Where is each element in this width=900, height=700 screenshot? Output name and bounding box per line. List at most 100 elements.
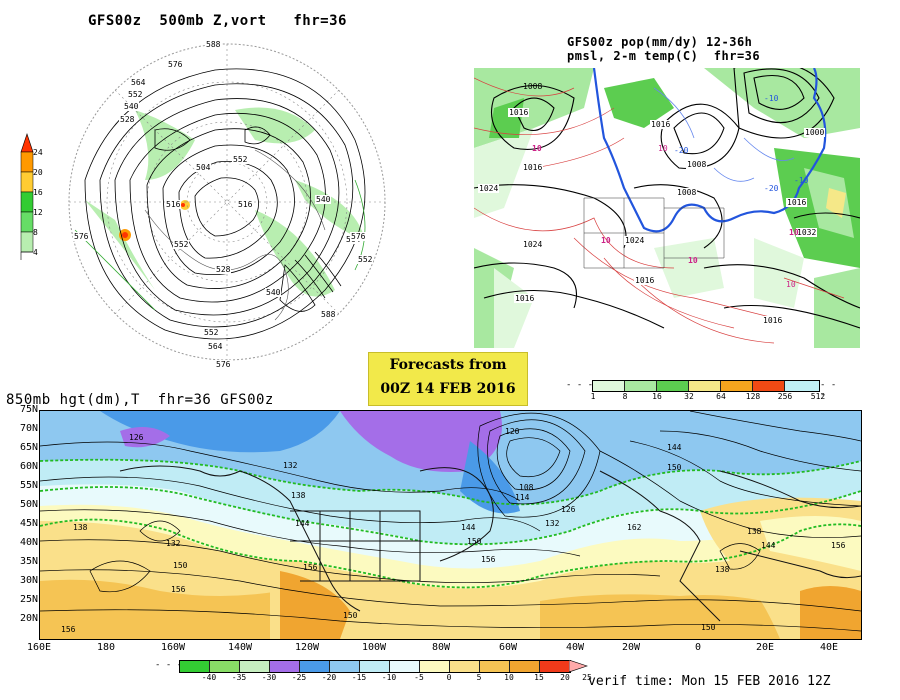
lat-label: 25N bbox=[19, 594, 38, 605]
pmsl-map-svg bbox=[474, 68, 860, 348]
h850-height-label: 120 bbox=[505, 427, 520, 436]
h850-height-label: 144 bbox=[761, 541, 776, 550]
z500-contour-label: 576 bbox=[73, 232, 90, 241]
pmsl-isobar-label: 1016 bbox=[762, 316, 784, 325]
pmsl-isobar-label: 1000 bbox=[804, 128, 826, 137]
h850-height-label: 138 bbox=[747, 527, 762, 536]
pmsl-temp-label: 10 bbox=[786, 280, 796, 289]
z500-contour-label: 552 bbox=[173, 240, 190, 249]
pmsl-colorbar-swatches bbox=[592, 380, 820, 392]
h850-height-label: 132 bbox=[166, 539, 181, 548]
swatch bbox=[300, 661, 330, 672]
lon-label: 40E bbox=[819, 642, 839, 653]
z500-cb-tick: 4 bbox=[33, 248, 38, 257]
z500-contour-label: 504 bbox=[195, 163, 212, 172]
h850-cb-tick: -35 bbox=[231, 673, 247, 682]
h850-height-label: 132 bbox=[283, 461, 298, 470]
h850-cb-tick: 20 bbox=[560, 673, 570, 682]
z500-contour-label: 540 bbox=[265, 288, 282, 297]
lat-label: 65N bbox=[19, 442, 38, 453]
z500-colorbar: 24 20 16 12 8 4 bbox=[19, 132, 59, 264]
h850-cb-tick: -25 bbox=[291, 673, 307, 682]
lon-label: 160E bbox=[26, 642, 52, 653]
pmsl-cb-tick: 32 bbox=[684, 392, 694, 401]
colorbar-right-arrow: - - - bbox=[820, 380, 837, 400]
pmsl-colorbar: - - - - - - 1 8 16 32 64 128 256 512 bbox=[566, 380, 846, 402]
pmsl-temp-label: -20 bbox=[764, 184, 779, 193]
lat-label: 55N bbox=[19, 480, 38, 491]
swatch bbox=[420, 661, 450, 672]
z500-contour-label: 564 bbox=[207, 342, 224, 351]
h850-height-label: 156 bbox=[61, 625, 76, 634]
h850-cb-tick: -15 bbox=[351, 673, 367, 682]
z500-contour-label: 552 bbox=[203, 328, 220, 337]
colorbar-left-arrow: - - - bbox=[566, 380, 594, 390]
z500-contour-label: 552 bbox=[357, 255, 374, 264]
h850-map-svg bbox=[40, 411, 861, 639]
h850-height-label: 150 bbox=[343, 611, 358, 620]
z500-map: 588 576 564 552 540 528 516 504 552 540 … bbox=[55, 30, 400, 375]
z500-title: GFS00z 500mb Z,vort fhr=36 bbox=[88, 13, 347, 29]
pmsl-isobar-label: 1016 bbox=[650, 120, 672, 129]
swatch bbox=[360, 661, 390, 672]
swatch bbox=[721, 381, 753, 391]
z500-colorbar-svg bbox=[20, 133, 34, 260]
z500-contour-label: 540 bbox=[123, 102, 140, 111]
lon-label: 140W bbox=[227, 642, 253, 653]
z500-contour-label: 564 bbox=[130, 78, 147, 87]
lon-label: 0 bbox=[694, 642, 702, 653]
h850-cb-tick: 5 bbox=[476, 673, 482, 682]
pmsl-isobar-label: 1008 bbox=[686, 160, 708, 169]
z500-cb-tick: 16 bbox=[33, 188, 43, 197]
lon-label: 40W bbox=[565, 642, 585, 653]
h850-height-label: 156 bbox=[481, 555, 496, 564]
h850-height-label: 144 bbox=[295, 519, 310, 528]
h850-lon-axis: 160E 180 160W 140W 120W 100W 80W 60W 40W… bbox=[27, 642, 860, 656]
h850-cb-tick: -5 bbox=[414, 673, 424, 682]
h850-height-label: 132 bbox=[545, 519, 560, 528]
pmsl-map: 1008 1016 1016 1024 1024 1016 1008 1000 … bbox=[474, 68, 860, 348]
h850-title: 850mb hgt(dm),T fhr=36 GFS00z bbox=[6, 392, 274, 408]
swatch bbox=[480, 661, 510, 672]
h850-cb-tick: 10 bbox=[504, 673, 514, 682]
h850-colorbar: - - - -40 -35 -30 -25 -20 -15 -10 -5 0 5… bbox=[155, 660, 595, 686]
h850-lat-axis: 75N 70N 65N 60N 55N 50N 45N 40N 35N 30N … bbox=[0, 404, 38, 640]
h850-map: 126 132 138 144 132 138 156 150 156 150 … bbox=[39, 410, 862, 640]
lat-label: 60N bbox=[19, 461, 38, 472]
pmsl-cb-tick: 1 bbox=[590, 392, 596, 401]
z500-contour-label: 576 bbox=[350, 232, 367, 241]
h850-cb-tick: -40 bbox=[201, 673, 217, 682]
z500-cb-tick: 20 bbox=[33, 168, 43, 177]
h850-cb-tick: -10 bbox=[381, 673, 397, 682]
z500-contour-label: 588 bbox=[320, 310, 337, 319]
lon-label: 160W bbox=[160, 642, 186, 653]
h850-colorbar-swatches bbox=[179, 660, 571, 673]
lon-label: 60W bbox=[498, 642, 518, 653]
colorbar-left-arrow: - - - bbox=[155, 660, 183, 670]
h850-height-label: 138 bbox=[73, 523, 88, 532]
pmsl-cb-tick: 16 bbox=[652, 392, 662, 401]
swatch bbox=[753, 381, 785, 391]
h850-height-label: 150 bbox=[467, 537, 482, 546]
z500-contour-label: 516 bbox=[165, 200, 182, 209]
lon-label: 20E bbox=[755, 642, 775, 653]
banner-line1: Forecasts from bbox=[389, 357, 507, 373]
pmsl-isobar-label: 1024 bbox=[624, 236, 646, 245]
lat-label: 75N bbox=[19, 404, 38, 415]
h850-height-label: 156 bbox=[831, 541, 846, 550]
pmsl-cb-tick: 128 bbox=[745, 392, 761, 401]
lat-label: 30N bbox=[19, 575, 38, 586]
swatch bbox=[390, 661, 420, 672]
pmsl-isobar-label: 1016 bbox=[514, 294, 536, 303]
pmsl-cb-tick: 8 bbox=[622, 392, 628, 401]
h850-height-label: 156 bbox=[171, 585, 186, 594]
colorbar-top-arrow bbox=[20, 133, 34, 153]
lat-label: 45N bbox=[19, 518, 38, 529]
h850-height-label: 144 bbox=[667, 443, 682, 452]
swatch bbox=[330, 661, 360, 672]
h850-height-label: 138 bbox=[291, 491, 306, 500]
z500-contour-label: 528 bbox=[215, 265, 232, 274]
pmsl-temp-label: 10 bbox=[789, 228, 799, 237]
pmsl-isobar-label: 1016 bbox=[508, 108, 530, 117]
z500-contour-label: 588 bbox=[205, 40, 222, 49]
